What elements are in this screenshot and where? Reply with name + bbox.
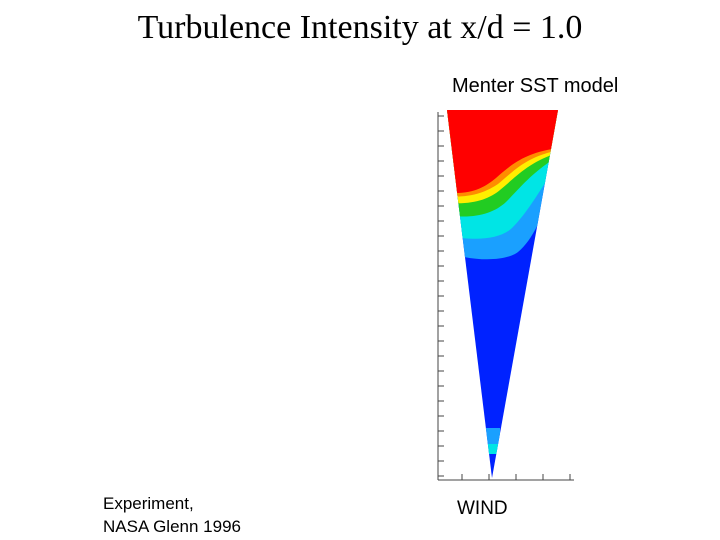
contour-band-high <box>447 110 558 193</box>
x-axis-ticks <box>461 474 571 480</box>
contour-apex-patch <box>485 428 500 444</box>
case-label: WIND <box>457 498 508 519</box>
y-axis-ticks <box>438 115 444 477</box>
experiment-source: Experiment, NASA Glenn 1996 <box>103 492 241 538</box>
plot-axes <box>437 112 574 481</box>
source-line-2: NASA Glenn 1996 <box>103 517 241 536</box>
contour-wedge <box>447 110 558 478</box>
source-line-1: Experiment, <box>103 494 194 513</box>
plot-title: Turbulence Intensity at x/d = 1.0 <box>137 9 583 46</box>
contour-apex-patch-2 <box>485 444 500 454</box>
model-label: Menter SST model <box>452 75 619 97</box>
